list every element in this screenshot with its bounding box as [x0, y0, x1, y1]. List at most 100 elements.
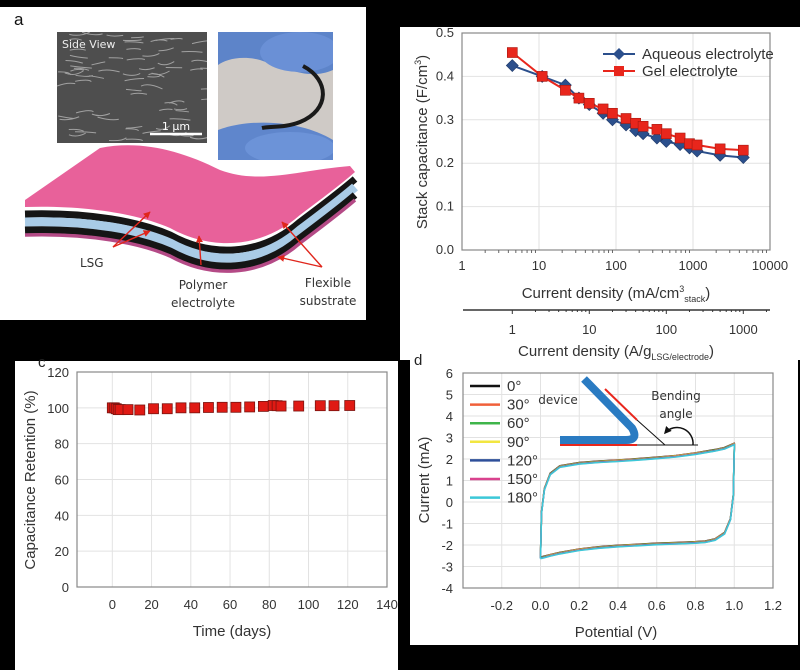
chart-d-ytick-label: 2 — [446, 452, 453, 467]
device-photo — [218, 32, 333, 160]
chart-d-ytick-label: -4 — [441, 581, 453, 596]
device-shape — [560, 376, 639, 444]
sem-texture-stroke — [126, 125, 143, 129]
sem-texture-stroke — [130, 92, 148, 95]
chart-c-ytick-label: 100 — [47, 401, 69, 416]
chart-d-ytick-label: 3 — [446, 431, 453, 446]
chart-c-point — [148, 403, 159, 415]
sem-texture-stroke — [122, 72, 141, 76]
chart-d-xtick-label: 0.0 — [531, 598, 549, 613]
chart-d-cv-curve-6 — [539, 443, 736, 560]
panel-b-background — [400, 27, 800, 360]
chart-b-ytick-label: 0.1 — [436, 199, 454, 214]
sem-texture-stroke — [125, 138, 143, 142]
chart-d-xtick-label: 0.2 — [570, 598, 588, 613]
inset-bending-label: Bending — [651, 389, 700, 403]
chart-b-point-aqueous — [650, 131, 664, 145]
electrode-top — [604, 388, 638, 421]
sem-texture-stroke — [75, 131, 97, 134]
legend-label-0: Aqueous electrolyte — [642, 46, 774, 63]
chart-d-ytick-label: -1 — [441, 517, 453, 532]
sem-texture-stroke — [189, 136, 207, 140]
sem-texture-stroke — [164, 102, 178, 106]
chart-b-secondary-tick-label: 10 — [582, 322, 596, 337]
sem-texture-stroke — [155, 125, 171, 130]
chart-d-ytick-label: -2 — [441, 538, 453, 553]
sem-texture-stroke — [124, 78, 145, 82]
chart-c-point — [244, 401, 256, 413]
sem-texture-stroke — [170, 37, 183, 40]
chart-d-ylabel: Current (mA) — [416, 437, 433, 524]
chart-b-point-gel — [573, 92, 585, 104]
chart-d: d -4 -3 -2 -1 0 1 2 3 4 5 6 -0.2 0.0 0.2 0.4 0.6 0.8 1.0 1… — [414, 352, 782, 641]
chart-d-xtick-label: -0.2 — [491, 598, 513, 613]
sem-texture-stroke — [140, 84, 163, 90]
sem-texture-stroke — [68, 128, 84, 132]
chart-c-xtick-label: 140 — [376, 597, 398, 612]
chart-c-xtick-label: 0 — [109, 597, 116, 612]
chart-c-xtick-label: 100 — [298, 597, 320, 612]
chart-c-ytick-label: 40 — [55, 508, 69, 523]
chart-b-plot-frame — [461, 32, 771, 251]
chart-c-xtick-label: 80 — [262, 597, 276, 612]
chart-b-point-gel — [637, 121, 649, 132]
panel-label-c: c — [38, 354, 46, 371]
sem-texture-stroke — [158, 47, 174, 52]
chart-c-point — [293, 400, 305, 412]
chart-b-point-gel — [651, 124, 663, 135]
chart-c-point — [328, 400, 340, 412]
sem-texture-stroke — [75, 110, 94, 114]
sem-image: Side View 1 μm — [57, 32, 207, 143]
chart-c-xtick-label: 120 — [337, 597, 359, 612]
panel-label-d: d — [414, 352, 422, 369]
chart-b-point-gel — [583, 98, 595, 109]
sem-texture-stroke — [125, 128, 139, 132]
chart-b-xtick-label: 10000 — [752, 258, 788, 273]
chart-b-point-gel — [660, 128, 672, 139]
sem-texture-stroke — [200, 67, 207, 69]
chart-d-xtick-label: 0.4 — [609, 598, 627, 613]
chart-b-point-gel — [560, 84, 571, 96]
sem-texture-stroke — [69, 48, 86, 51]
sem-texture-stroke — [108, 137, 127, 142]
chart-b-xlabel: Current density (mA/cm3stack) — [522, 284, 711, 304]
chart-b-point-gel — [506, 47, 518, 58]
chart-c-point — [203, 402, 214, 413]
chart-b-point-gel — [607, 107, 618, 119]
angle-arc-arrow — [664, 426, 694, 446]
chart-c-point — [161, 403, 173, 415]
label-polymer: Polymer — [179, 278, 228, 292]
chart-c-ytick-label: 80 — [55, 437, 69, 452]
sem-texture-stroke — [91, 61, 106, 66]
inset-angle-label: angle — [659, 407, 692, 421]
sem-texture-stroke — [126, 48, 142, 50]
chart-b-secondary-tick-label: 1000 — [729, 322, 758, 337]
chart-b-point-gel — [737, 144, 749, 156]
sem-texture-stroke — [81, 32, 103, 36]
chart-b-point-gel — [691, 139, 703, 151]
chart-c-point — [189, 402, 201, 414]
chart-d-plot-frame — [462, 372, 774, 589]
sem-texture-stroke — [190, 68, 203, 71]
sem-texture-stroke — [125, 88, 142, 92]
sem-texture-stroke — [75, 79, 92, 83]
chart-d-xtick-label: 1.0 — [725, 598, 743, 613]
callout-arrows — [112, 211, 323, 268]
sem-texture-stroke — [70, 68, 85, 72]
legend-marker-diamond — [613, 48, 625, 60]
sem-texture-stroke — [68, 132, 86, 137]
sem-texture-stroke — [169, 118, 191, 121]
chart-c-plot-frame — [76, 371, 388, 588]
chart-d-ytick-label: 4 — [446, 409, 453, 424]
chart-d-ytick-label: 6 — [446, 366, 453, 381]
chart-c-point — [122, 404, 134, 416]
sem-texture-stroke — [65, 60, 83, 64]
legend-marker-square — [614, 66, 624, 76]
chart-b-secondary-tick-label: 1 — [509, 322, 516, 337]
sem-texture-stroke — [191, 59, 207, 63]
legend-label-5: 150° — [507, 471, 538, 488]
sem-texture-stroke — [124, 41, 144, 44]
chart-b-ylabel: Stack capacitance (F/cm3) — [413, 55, 431, 229]
chart-c-xlabel: Time (days) — [193, 623, 272, 640]
panel-a: a Side View 1 μm — [14, 10, 358, 310]
